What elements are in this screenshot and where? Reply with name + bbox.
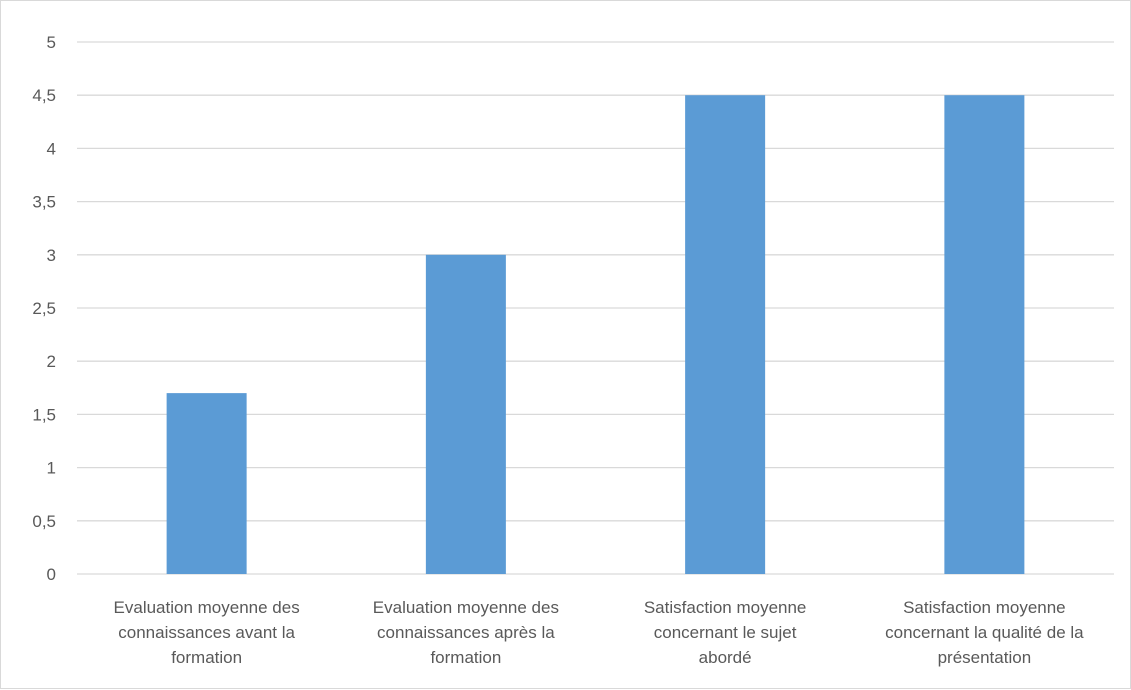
x-category-label: Evaluation moyenne des <box>114 598 300 617</box>
y-tick-label: 1 <box>47 459 56 478</box>
y-tick-label: 4 <box>47 139 56 158</box>
x-category-label: Satisfaction moyenne <box>903 598 1066 617</box>
y-tick-label: 5 <box>47 33 56 52</box>
gridlines <box>77 41 1114 575</box>
x-category-label: formation <box>171 648 242 667</box>
y-tick-label: 2,5 <box>32 299 56 318</box>
x-axis-labels: Evaluation moyenne des connaissances avan… <box>114 598 1085 667</box>
bar <box>166 393 247 574</box>
y-tick-label: 0 <box>47 565 56 584</box>
x-category-label: concernant le sujet <box>654 623 797 642</box>
x-category-label: présentation <box>938 648 1032 667</box>
bar <box>425 254 506 575</box>
y-tick-label: 1,5 <box>32 405 56 424</box>
bar <box>944 95 1025 574</box>
x-category-label: formation <box>430 648 501 667</box>
x-category-label: connaissances avant la <box>118 623 295 642</box>
x-category-label: abordé <box>699 648 752 667</box>
y-tick-label: 2 <box>47 352 56 371</box>
y-tick-label: 3,5 <box>32 193 56 212</box>
y-axis-ticks: 0 0,5 1 1,5 2 2,5 3 3,5 4 4,5 5 <box>32 33 56 584</box>
x-category-label: concernant la qualité de la <box>885 623 1084 642</box>
y-tick-label: 3 <box>47 246 56 265</box>
y-tick-label: 0,5 <box>32 512 56 531</box>
bar <box>685 95 766 574</box>
y-tick-label: 4,5 <box>32 86 56 105</box>
x-category-label: Satisfaction moyenne <box>644 598 807 617</box>
bars <box>166 95 1025 575</box>
x-category-label: connaissances après la <box>377 623 555 642</box>
x-category-label: Evaluation moyenne des <box>373 598 559 617</box>
